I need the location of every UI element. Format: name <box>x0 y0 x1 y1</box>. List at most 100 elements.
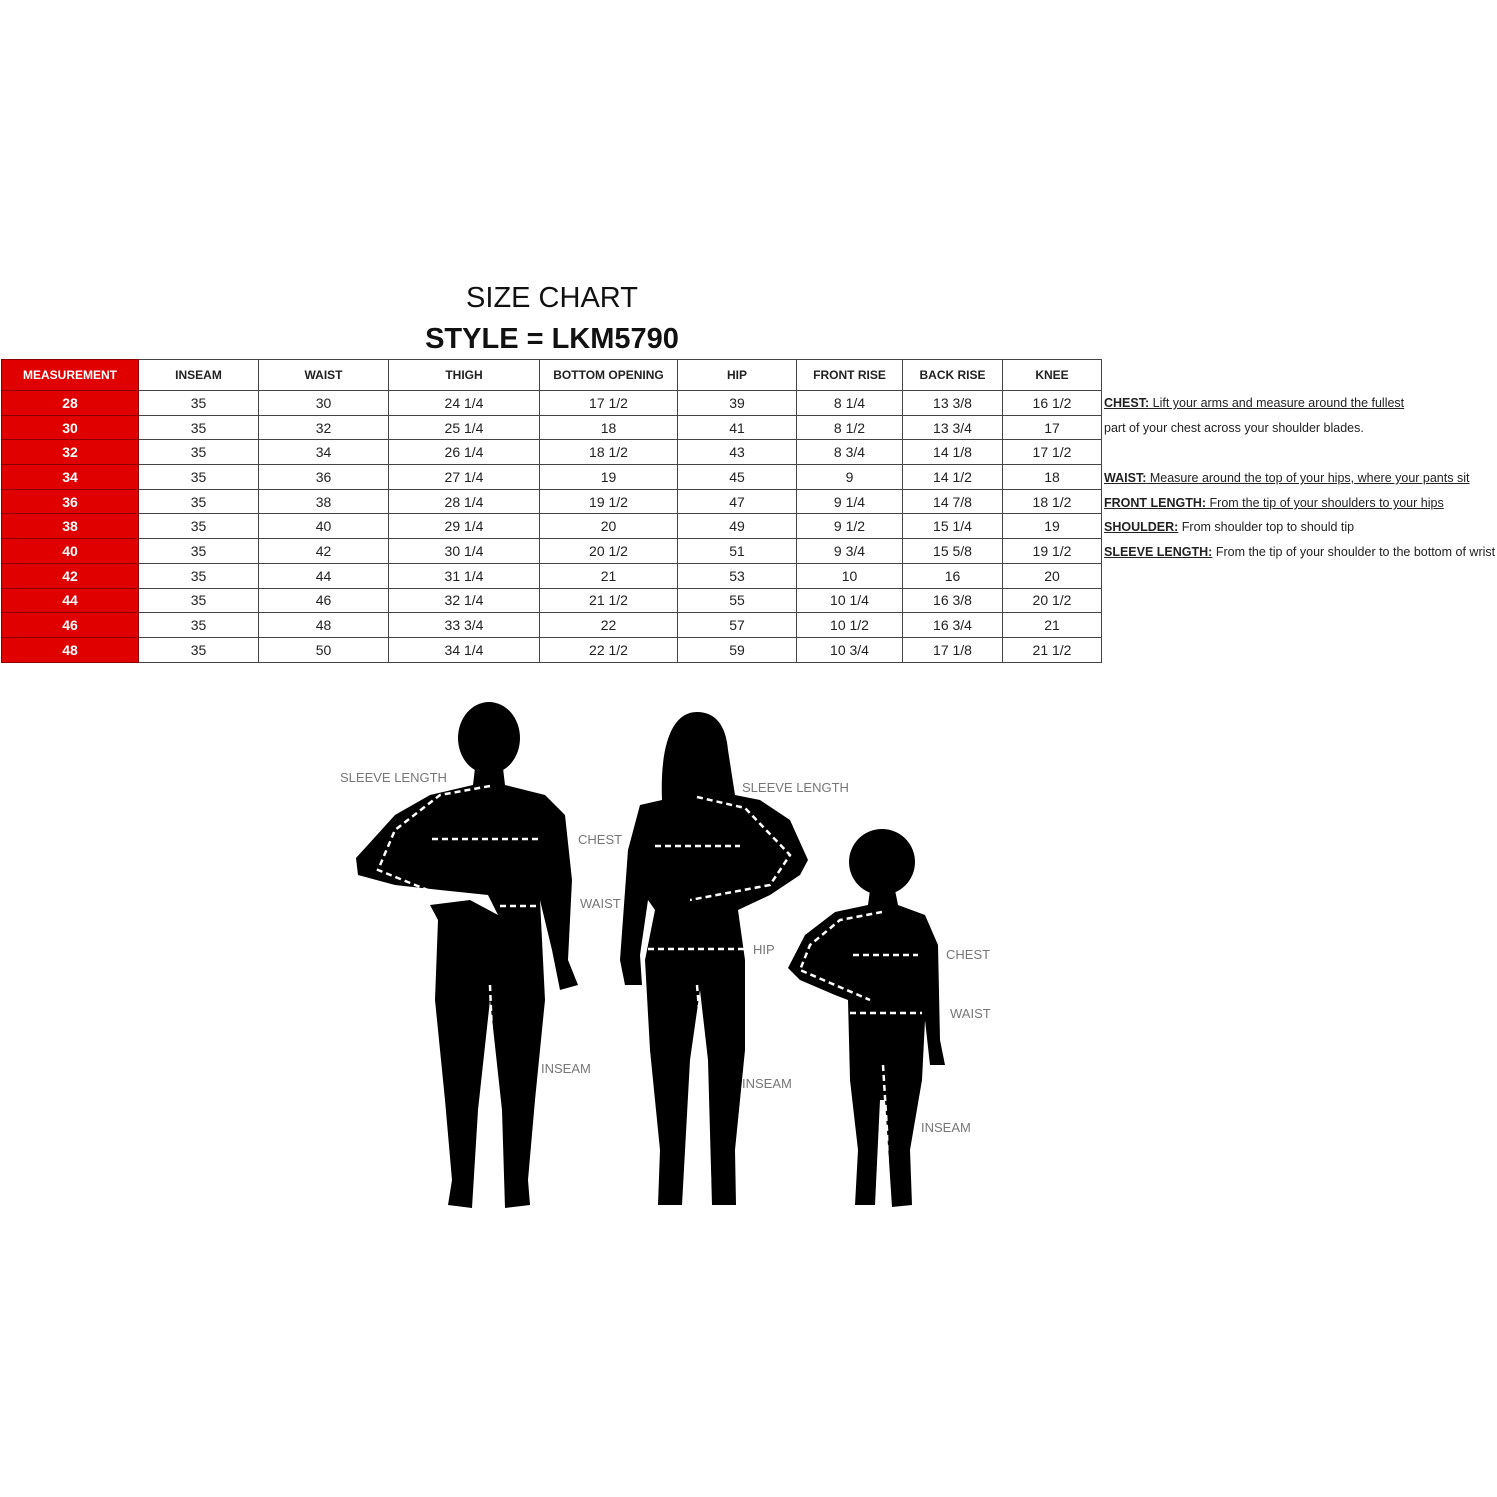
table-cell: 40 <box>258 513 389 540</box>
table-cell: 35 <box>138 464 259 490</box>
table-row: 44 35 46 32 1/4 21 1/2 55 10 1/4 16 3/8 20 1/2 <box>1 587 1102 614</box>
note-front-length: FRONT LENGTH: From the tip of your shoul… <box>1104 496 1444 510</box>
size-cell: 28 <box>1 390 139 416</box>
table-cell: 18 <box>1002 464 1102 490</box>
size-table: MEASUREMENT INSEAM WAIST THIGH BOTTOM OPENIN… <box>1 359 1102 663</box>
table-cell: 30 1/4 <box>388 538 540 564</box>
column-header: BACK RISE <box>902 359 1003 391</box>
man-waist-label: WAIST <box>580 896 621 911</box>
table-cell: 21 <box>539 562 678 589</box>
table-cell: 15 5/8 <box>902 538 1003 564</box>
table-cell: 16 3/8 <box>902 587 1003 614</box>
size-cell: 48 <box>1 636 139 663</box>
table-cell: 8 1/2 <box>796 414 903 441</box>
woman-sleeve-label: SLEEVE LENGTH <box>742 780 849 795</box>
table-cell: 30 <box>258 390 389 416</box>
table-cell: 35 <box>138 414 259 441</box>
table-cell: 17 1/8 <box>902 636 1003 663</box>
column-header: BOTTOM OPENING <box>539 359 678 391</box>
size-cell: 46 <box>1 612 139 638</box>
table-cell: 35 <box>138 612 259 638</box>
child-inseam-label: INSEAM <box>921 1120 971 1135</box>
column-header: WAIST <box>258 359 389 391</box>
table-row: 34 35 36 27 1/4 19 45 9 14 1/2 18 <box>1 464 1102 490</box>
table-cell: 17 1/2 <box>1002 439 1102 466</box>
table-cell: 51 <box>677 538 797 564</box>
table-cell: 53 <box>677 562 797 589</box>
table-cell: 39 <box>677 390 797 416</box>
table-cell: 15 1/4 <box>902 513 1003 540</box>
table-header-row: MEASUREMENT INSEAM WAIST THIGH BOTTOM OPENIN… <box>1 359 1102 391</box>
table-cell: 21 1/2 <box>1002 636 1102 663</box>
table-cell: 18 1/2 <box>1002 488 1102 515</box>
table-cell: 14 1/2 <box>902 464 1003 490</box>
man-inseam-label: INSEAM <box>541 1061 591 1076</box>
child-chest-label: CHEST <box>946 947 990 962</box>
table-cell: 9 3/4 <box>796 538 903 564</box>
note-sleeve-length: SLEEVE LENGTH: From the tip of your shou… <box>1104 545 1496 559</box>
table-row: 28 35 30 24 1/4 17 1/2 39 8 1/4 13 3/8 16 1/2 <box>1 390 1102 416</box>
table-row: 32 35 34 26 1/4 18 1/2 43 8 3/4 14 1/8 17 1/2 <box>1 439 1102 466</box>
note-chest: CHEST: Lift your arms and measure around… <box>1104 396 1405 410</box>
table-cell: 42 <box>258 538 389 564</box>
table-cell: 48 <box>258 612 389 638</box>
table-row: 46 35 48 33 3/4 22 57 10 1/2 16 3/4 21 <box>1 612 1102 638</box>
table-cell: 45 <box>677 464 797 490</box>
woman-silhouette: SLEEVE LENGTH HIP INSEAM <box>620 712 849 1205</box>
table-cell: 31 1/4 <box>388 562 540 589</box>
size-cell: 44 <box>1 587 139 614</box>
child-silhouette: CHEST WAIST INSEAM <box>788 829 991 1207</box>
table-cell: 50 <box>258 636 389 663</box>
column-header: THIGH <box>388 359 540 391</box>
table-cell: 19 <box>539 464 678 490</box>
man-chest-label: CHEST <box>578 832 622 847</box>
table-cell: 35 <box>138 390 259 416</box>
table-cell: 20 <box>1002 562 1102 589</box>
table-cell: 59 <box>677 636 797 663</box>
table-cell: 13 3/4 <box>902 414 1003 441</box>
table-row: 38 35 40 29 1/4 20 49 9 1/2 15 1/4 19 <box>1 513 1102 540</box>
table-cell: 21 1/2 <box>539 587 678 614</box>
table-cell: 17 1/2 <box>539 390 678 416</box>
table-cell: 32 <box>258 414 389 441</box>
table-cell: 34 <box>258 439 389 466</box>
column-header: INSEAM <box>138 359 259 391</box>
table-cell: 33 3/4 <box>388 612 540 638</box>
table-cell: 43 <box>677 439 797 466</box>
table-row: 40 35 42 30 1/4 20 1/2 51 9 3/4 15 5/8 19 1/2 <box>1 538 1102 564</box>
table-cell: 16 1/2 <box>1002 390 1102 416</box>
table-cell: 24 1/4 <box>388 390 540 416</box>
size-cell: 36 <box>1 488 139 515</box>
table-row: 42 35 44 31 1/4 21 53 10 16 20 <box>1 562 1102 589</box>
woman-inseam-label: INSEAM <box>742 1076 792 1091</box>
man-sleeve-label: SLEEVE LENGTH <box>340 770 447 785</box>
table-cell: 9 1/4 <box>796 488 903 515</box>
table-row: 48 35 50 34 1/4 22 1/2 59 10 3/4 17 1/8 21 1/2 <box>1 636 1102 663</box>
table-cell: 35 <box>138 513 259 540</box>
table-cell: 35 <box>138 538 259 564</box>
table-cell: 22 1/2 <box>539 636 678 663</box>
column-header: KNEE <box>1002 359 1102 391</box>
table-cell: 17 <box>1002 414 1102 441</box>
column-header: FRONT RISE <box>796 359 903 391</box>
note-waist: WAIST: Measure around the top of your hi… <box>1104 471 1470 485</box>
table-cell: 35 <box>138 636 259 663</box>
style-code: STYLE = LKM5790 <box>425 323 679 355</box>
size-cell: 40 <box>1 538 139 564</box>
note-chest-cont: part of your chest across your shoulder … <box>1104 421 1364 435</box>
table-cell: 16 3/4 <box>902 612 1003 638</box>
size-cell: 42 <box>1 562 139 589</box>
table-cell: 10 3/4 <box>796 636 903 663</box>
table-cell: 21 <box>1002 612 1102 638</box>
note-shoulder: SHOULDER: From shoulder top to should ti… <box>1104 520 1355 534</box>
size-cell: 38 <box>1 513 139 540</box>
table-cell: 14 1/8 <box>902 439 1003 466</box>
size-cell: 34 <box>1 464 139 490</box>
woman-hip-label: HIP <box>753 942 775 957</box>
table-cell: 34 1/4 <box>388 636 540 663</box>
table-cell: 19 1/2 <box>539 488 678 515</box>
page-title: SIZE CHART <box>466 282 638 314</box>
table-cell: 9 1/2 <box>796 513 903 540</box>
